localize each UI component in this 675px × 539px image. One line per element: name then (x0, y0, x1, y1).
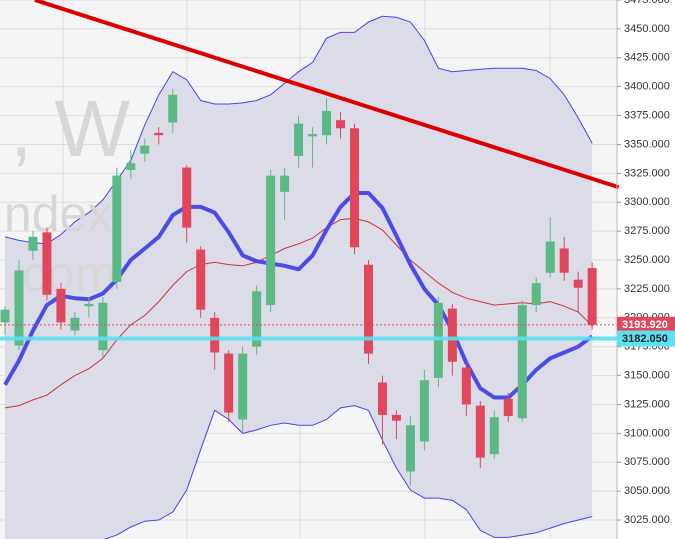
candle-body (322, 110, 332, 136)
candle-body (182, 167, 192, 228)
candle-body (140, 145, 150, 154)
watermark: , W Index .com (0, 84, 130, 302)
y-tick-label: 3325.000 (624, 167, 670, 179)
candle-body (475, 405, 485, 458)
overlays (0, 0, 620, 341)
candle-body (168, 94, 178, 123)
y-tick-label: 3350.000 (624, 138, 670, 150)
y-tick-label: 3475.000 (624, 0, 670, 6)
candle-body (447, 308, 457, 362)
candle-body (0, 309, 10, 323)
candle-body (350, 128, 359, 248)
y-tick-label: 3450.000 (624, 23, 670, 35)
candle-body (391, 414, 401, 421)
price-tag (617, 330, 675, 347)
candle-body (98, 302, 108, 351)
candle-body (573, 279, 583, 288)
candle-body (363, 264, 373, 354)
candle-body (70, 317, 80, 331)
middle-line (3, 191, 594, 400)
candle-body (545, 241, 555, 273)
upper-band (4, 15, 593, 245)
y-tick-label: 3125.000 (624, 398, 670, 410)
candle-body (112, 175, 122, 282)
indicator-lines (3, 191, 594, 409)
candle-body (210, 317, 220, 353)
candle-body (56, 288, 66, 323)
candle-body (28, 236, 38, 251)
candle-body (196, 249, 206, 310)
y-tick-label: 3075.000 (624, 456, 670, 468)
y-tick-label: 3425.000 (624, 52, 670, 64)
bands (4, 15, 593, 539)
price-tag-label: 3193.920 (622, 319, 668, 331)
price-tags: 3193.920 3182.050 (617, 316, 675, 347)
candle-body (377, 382, 387, 415)
y-tick-label: 3400.000 (624, 81, 670, 93)
candle-body (42, 232, 52, 295)
candle-body (238, 353, 248, 420)
candle-body (461, 367, 471, 405)
price-axis: 3025.000 3050.000 3075.000 3100.000 3125.000… (617, 0, 670, 526)
watermark-text: , W (10, 84, 130, 173)
watermark-text: Index (0, 186, 112, 242)
candle-body (266, 175, 276, 306)
candle-body (294, 123, 304, 157)
candle-body (154, 132, 164, 136)
lower-band (103, 405, 593, 539)
y-tick-label: 3250.000 (624, 254, 670, 266)
y-tick-label: 3275.000 (624, 225, 670, 237)
candle-body (14, 270, 24, 346)
trendline (34, 0, 620, 190)
candle-body (559, 248, 569, 273)
candle-body (503, 398, 513, 417)
candle-body (517, 305, 527, 419)
candle-body (489, 417, 499, 455)
candle-body (531, 283, 541, 306)
y-tick-label: 3150.000 (624, 369, 670, 381)
candle-body (587, 268, 597, 325)
price-tag-label: 3182.050 (622, 333, 668, 345)
candle-body (419, 380, 429, 442)
y-tick-label: 3300.000 (624, 196, 670, 208)
candle-body (405, 425, 415, 472)
candle-body (84, 303, 94, 307)
moving-average (4, 217, 593, 409)
candle-body (308, 134, 318, 137)
candle-body (252, 291, 262, 347)
candle-body (336, 120, 346, 129)
candle-body (126, 162, 136, 170)
candle-body (224, 353, 234, 413)
y-tick-label: 3050.000 (624, 485, 670, 497)
price-tag (617, 316, 675, 333)
y-tick-label: 3225.000 (624, 283, 670, 295)
y-tick-label: 3375.000 (624, 109, 670, 121)
y-tick-label: 3100.000 (624, 427, 670, 439)
band-fill (5, 16, 593, 539)
candle-body (280, 175, 290, 192)
y-tick-label: 3025.000 (624, 514, 670, 526)
